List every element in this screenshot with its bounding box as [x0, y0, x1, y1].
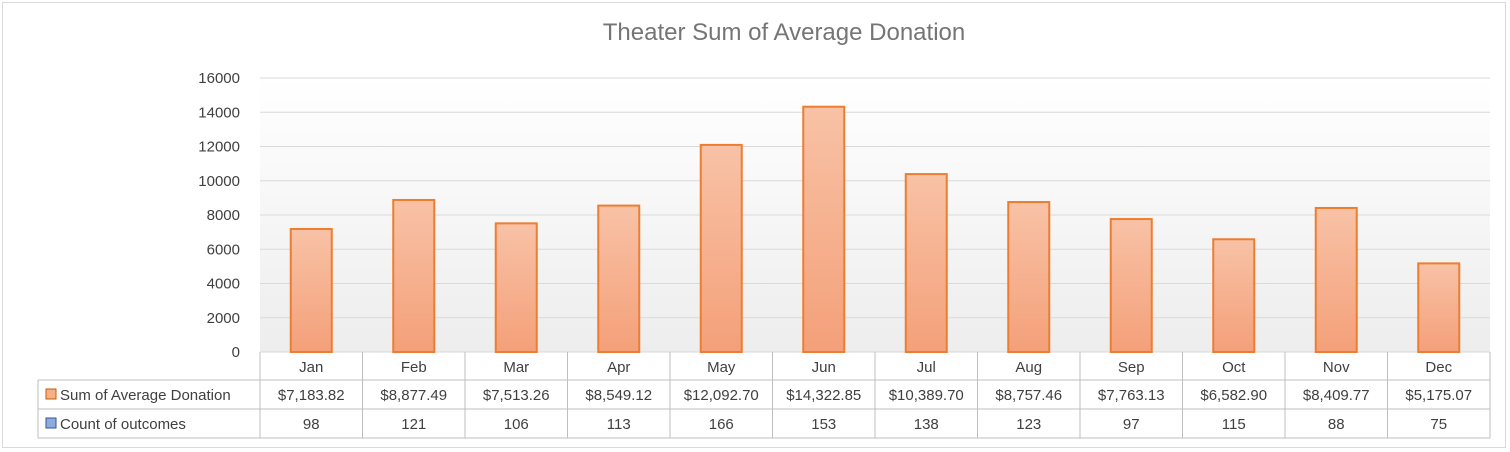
data-label: $12,092.70 [684, 387, 759, 404]
legend-entry: Sum of Average Donation [60, 387, 231, 404]
data-label: 113 [607, 416, 631, 433]
chart-title: Theater Sum of Average Donation [603, 19, 965, 46]
data-label: 138 [914, 416, 939, 433]
legend-key [45, 417, 57, 429]
data-label: 106 [504, 416, 529, 433]
y-tick-label: 6000 [207, 241, 240, 258]
data-label: $7,513.26 [483, 387, 550, 404]
data-label: $7,763.13 [1098, 387, 1165, 404]
y-tick-label: 14000 [198, 104, 240, 121]
x-tick-label: Jan [299, 359, 323, 376]
data-table: Jan Feb Mar Apr May Jun Jul Aug Sep Oct Nov Dec Sum … [37, 352, 1491, 439]
bar-jul [904, 173, 948, 353]
bars [289, 105, 1461, 353]
legend-key [45, 388, 57, 400]
bar-jun [802, 105, 846, 353]
bar-oct [1212, 238, 1256, 353]
data-label: $7,183.82 [278, 387, 345, 404]
y-tick-label: 12000 [198, 139, 240, 156]
data-label: 121 [401, 416, 426, 433]
data-label: 166 [709, 416, 734, 433]
y-tick-label: 16000 [198, 70, 240, 87]
bar-apr [597, 204, 641, 353]
x-tick-label: Jul [917, 359, 936, 376]
gridlines [260, 77, 1490, 353]
data-label: $8,877.49 [380, 387, 447, 404]
x-tick-label: Nov [1323, 359, 1350, 376]
x-tick-label: Apr [607, 359, 630, 376]
data-label: $8,549.12 [585, 387, 652, 404]
x-tick-label: Feb [401, 359, 427, 376]
data-label: 115 [1222, 416, 1246, 433]
data-label: $10,389.70 [889, 387, 964, 404]
bar-mar [494, 222, 538, 353]
bar-sep [1109, 218, 1153, 353]
data-label: $8,757.46 [995, 387, 1062, 404]
x-tick-label: Aug [1015, 359, 1042, 376]
data-label: 123 [1016, 416, 1041, 433]
data-label: $6,582.90 [1200, 387, 1267, 404]
bar-may [699, 143, 743, 353]
data-label: 98 [303, 416, 320, 433]
y-tick-label: 4000 [207, 276, 240, 293]
bar-nov [1314, 206, 1358, 353]
data-label: 153 [811, 416, 836, 433]
bar-dec [1417, 262, 1461, 353]
x-tick-label: May [707, 359, 736, 376]
y-tick-label: 8000 [207, 207, 240, 224]
bar-jan [289, 227, 333, 353]
data-label: $14,322.85 [786, 387, 861, 404]
x-tick-label: Sep [1118, 359, 1145, 376]
data-label: $8,409.77 [1303, 387, 1370, 404]
data-label: 97 [1123, 416, 1140, 433]
data-label: $5,175.07 [1405, 387, 1472, 404]
x-tick-label: Dec [1425, 359, 1452, 376]
legend-entry: Count of outcomes [60, 416, 186, 433]
y-tick-label: 10000 [198, 173, 240, 190]
y-tick-label: 2000 [207, 310, 240, 327]
data-label: 88 [1328, 416, 1345, 433]
x-tick-label: Jun [812, 359, 836, 376]
y-tick-label: 0 [232, 344, 240, 361]
bar-aug [1007, 201, 1051, 353]
x-tick-label: Oct [1222, 359, 1246, 376]
data-label: 75 [1430, 416, 1447, 433]
x-tick-label: Mar [503, 359, 529, 376]
bar-feb [392, 198, 436, 353]
y-axis: 0 2000 4000 6000 8000 10000 12000 14000 16000 [198, 70, 240, 361]
